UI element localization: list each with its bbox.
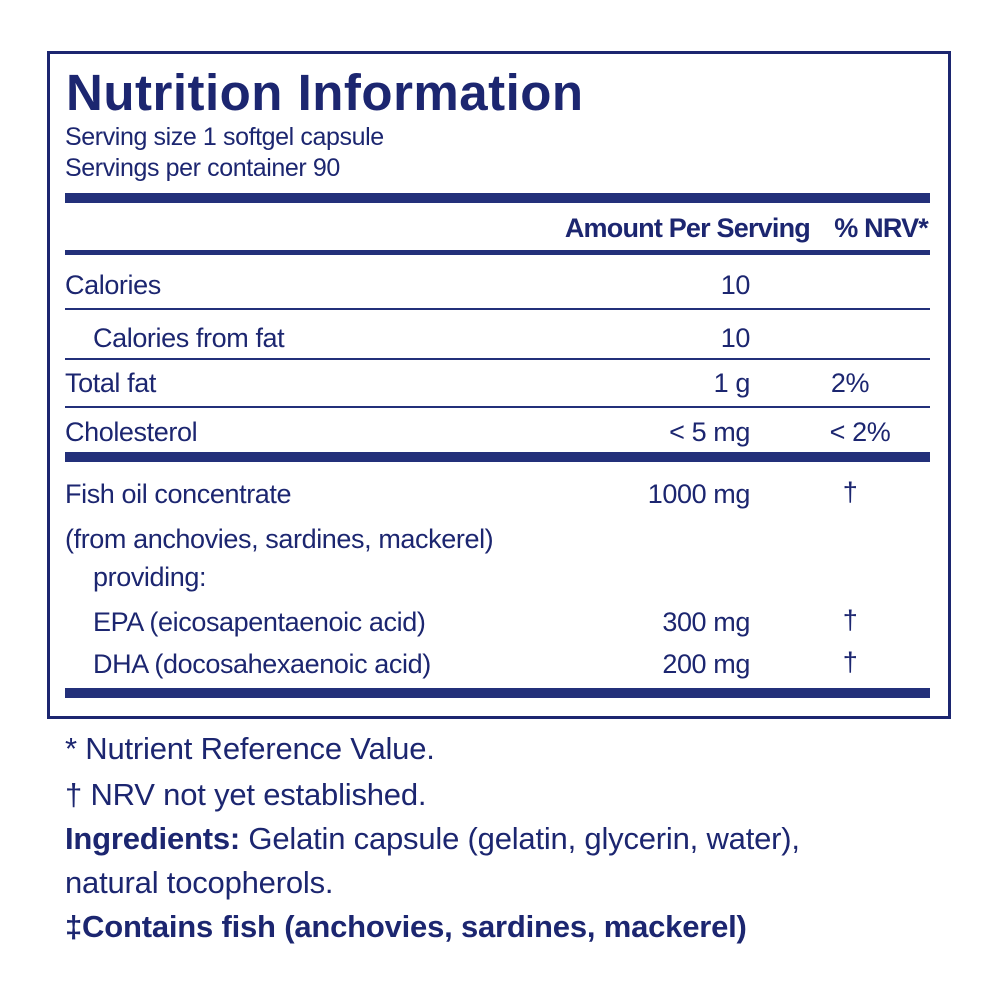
panel-title: Nutrition Information — [66, 64, 584, 121]
divider-thick — [65, 193, 930, 203]
row-nrv: † — [842, 647, 858, 677]
row-nrv: † — [842, 477, 858, 507]
servings-per-container: Servings per container 90 — [65, 154, 340, 182]
row-amount: 1000 mg — [647, 479, 751, 509]
ingredients: Ingredients: Gelatin capsule (gelatin, g… — [65, 821, 800, 857]
row-amount: 10 — [720, 323, 751, 353]
row-amount: 10 — [720, 270, 751, 300]
row-label: providing: — [93, 562, 207, 592]
ingredients-text: Gelatin capsule (gelatin, glycerin, wate… — [240, 821, 800, 856]
footnote-nrv: * Nutrient Reference Value. — [65, 731, 435, 766]
divider-thin — [65, 308, 930, 310]
row-label: Calories — [65, 270, 161, 300]
divider-medium — [65, 250, 930, 255]
row-label: Calories from fat — [93, 323, 285, 353]
footnote-dagger: † NRV not yet established. — [65, 777, 427, 812]
row-amount: 1 g — [713, 368, 751, 398]
row-label: Fish oil concentrate — [65, 479, 292, 509]
row-amount: < 5 mg — [669, 417, 750, 447]
header-nrv: % NRV* — [834, 213, 929, 243]
divider-thick — [65, 452, 930, 462]
row-nrv: † — [842, 605, 858, 635]
row-amount: 200 mg — [662, 649, 750, 679]
header-amount: Amount Per Serving — [564, 213, 811, 243]
allergen-warning: ‡Contains fish (anchovies, sardines, mac… — [65, 909, 747, 944]
divider-thin — [65, 358, 930, 360]
row-label: Total fat — [65, 368, 156, 398]
divider-thin — [65, 406, 930, 408]
row-label: EPA (eicosapentaenoic acid) — [93, 607, 426, 637]
ingredients-label: Ingredients: — [65, 821, 241, 856]
divider-thick — [65, 688, 930, 698]
nutrition-panel — [47, 51, 951, 719]
serving-size: Serving size 1 softgel capsule — [65, 123, 384, 151]
row-label: Cholesterol — [65, 417, 198, 447]
row-nrv: 2% — [830, 368, 870, 398]
row-label: DHA (docosahexaenoic acid) — [93, 649, 431, 679]
row-nrv: < 2% — [829, 417, 891, 447]
row-amount: 300 mg — [662, 607, 750, 637]
ingredients-continued: natural tocopherols. — [65, 865, 334, 900]
row-label: (from anchovies, sardines, mackerel) — [65, 524, 494, 554]
